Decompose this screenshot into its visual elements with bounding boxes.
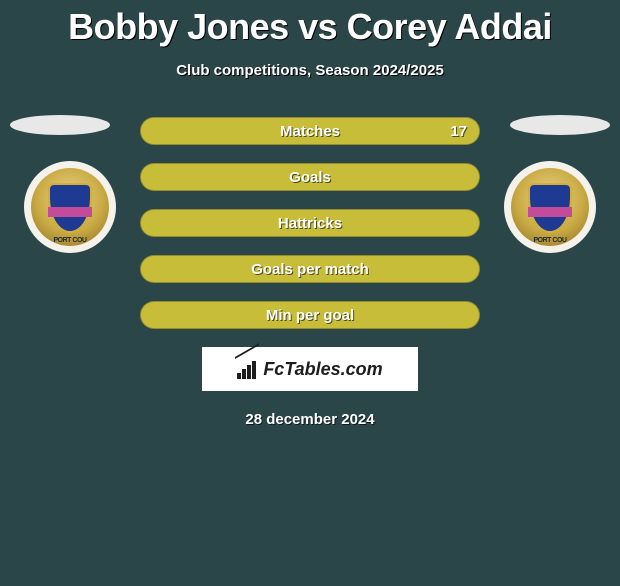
stat-label: Goals [289, 169, 331, 186]
stat-value-right: 17 [450, 123, 467, 140]
stat-rows: Matches 17 Goals Hattricks Goals per match Mi… [140, 117, 480, 329]
crest-inner-left: PORT COU [31, 168, 109, 246]
stat-row: Goals per match [140, 255, 480, 283]
stat-row: Goals [140, 163, 480, 191]
club-crest-right: PORT COU [504, 161, 596, 253]
chart-icon [237, 359, 259, 379]
stat-label: Matches [280, 123, 340, 140]
player-ellipse-left [10, 115, 110, 135]
stat-label: Goals per match [251, 261, 369, 278]
page-subtitle: Club competitions, Season 2024/2025 [0, 62, 620, 79]
player-ellipse-right [510, 115, 610, 135]
date-line: 28 december 2024 [0, 411, 620, 428]
stat-row: Matches 17 [140, 117, 480, 145]
stat-row: Min per goal [140, 301, 480, 329]
stat-label: Min per goal [266, 307, 354, 324]
crest-inner-right: PORT COU [511, 168, 589, 246]
page-title: Bobby Jones vs Corey Addai [0, 6, 620, 48]
club-crest-left: PORT COU [24, 161, 116, 253]
crest-label-left: PORT COU [31, 237, 109, 244]
stat-row: Hattricks [140, 209, 480, 237]
stat-label: Hattricks [278, 215, 342, 232]
crest-label-right: PORT COU [511, 237, 589, 244]
comparison-content: PORT COU PORT COU Matches 17 Goals Hattrick… [0, 117, 620, 428]
brand-box[interactable]: FcTables.com [202, 347, 418, 391]
brand-text: FcTables.com [263, 359, 382, 380]
